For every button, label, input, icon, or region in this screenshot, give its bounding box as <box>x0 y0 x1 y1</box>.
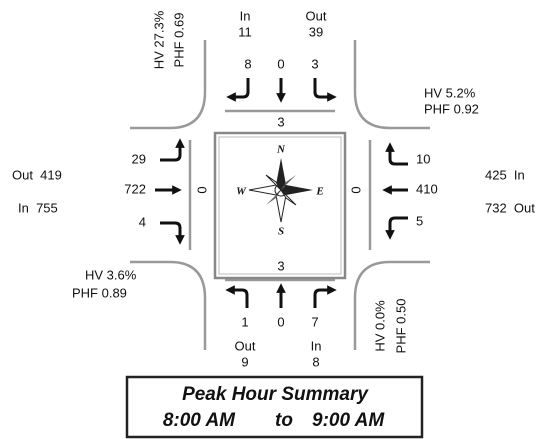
west-movement: 29 <box>132 151 146 166</box>
roads <box>130 40 430 350</box>
west-in: In 755 <box>18 200 58 215</box>
summary-end: 9:00 AM <box>312 410 385 431</box>
east-hv: HV 5.2% <box>424 85 476 100</box>
movement-arrows <box>155 78 408 308</box>
south-hv: HV 0.0% <box>372 300 387 352</box>
summary-start: 8:00 AM <box>163 410 236 431</box>
north-out: 39 <box>309 24 323 39</box>
east-out: 732 Out <box>485 200 535 215</box>
north-phf: PHF 0.69 <box>171 13 186 68</box>
east-in: 425 In <box>485 167 525 182</box>
north-out-label: Out <box>306 8 327 23</box>
south-crosswalk: 3 <box>277 258 284 273</box>
south-movement: 7 <box>311 314 318 329</box>
north-movement: 3 <box>311 56 318 71</box>
east-movement: 5 <box>416 213 423 228</box>
east-crosswalk: 0 <box>348 186 363 193</box>
south-movement: 1 <box>241 314 248 329</box>
north-in-label: In <box>240 8 251 23</box>
compass-w: W <box>236 186 247 198</box>
south-in-label: In <box>311 338 322 353</box>
summary-separator: to <box>275 410 293 431</box>
summary-title: Peak Hour Summary <box>182 384 369 405</box>
west-crosswalk: 0 <box>194 186 209 193</box>
summary-box: Peak Hour Summary 8:00 AM to 9:00 AM <box>125 375 424 439</box>
west-hv: HV 3.6% <box>85 267 137 282</box>
east-phf: PHF 0.92 <box>424 101 479 116</box>
east-movement: 10 <box>416 151 430 166</box>
east-movement: 410 <box>416 181 438 196</box>
west-out: Out 419 <box>12 167 62 182</box>
compass-e: E <box>315 186 323 198</box>
south-movement: 0 <box>277 314 284 329</box>
south-in: 8 <box>312 354 319 369</box>
compass-s: S <box>278 226 284 238</box>
north-movement: 0 <box>277 56 284 71</box>
west-movement: 722 <box>124 181 146 196</box>
north-crosswalk: 3 <box>277 114 284 129</box>
north-movement: 8 <box>244 56 251 71</box>
north-in: 11 <box>238 24 252 39</box>
compass: N S E W <box>236 144 324 238</box>
south-out-label: Out <box>235 338 256 353</box>
west-phf: PHF 0.89 <box>72 285 127 300</box>
south-phf: PHF 0.50 <box>393 299 408 354</box>
south-out: 9 <box>241 354 248 369</box>
north-hv: HV 27.3% <box>151 10 166 69</box>
compass-n: N <box>276 144 286 156</box>
west-movement: 4 <box>139 214 146 229</box>
